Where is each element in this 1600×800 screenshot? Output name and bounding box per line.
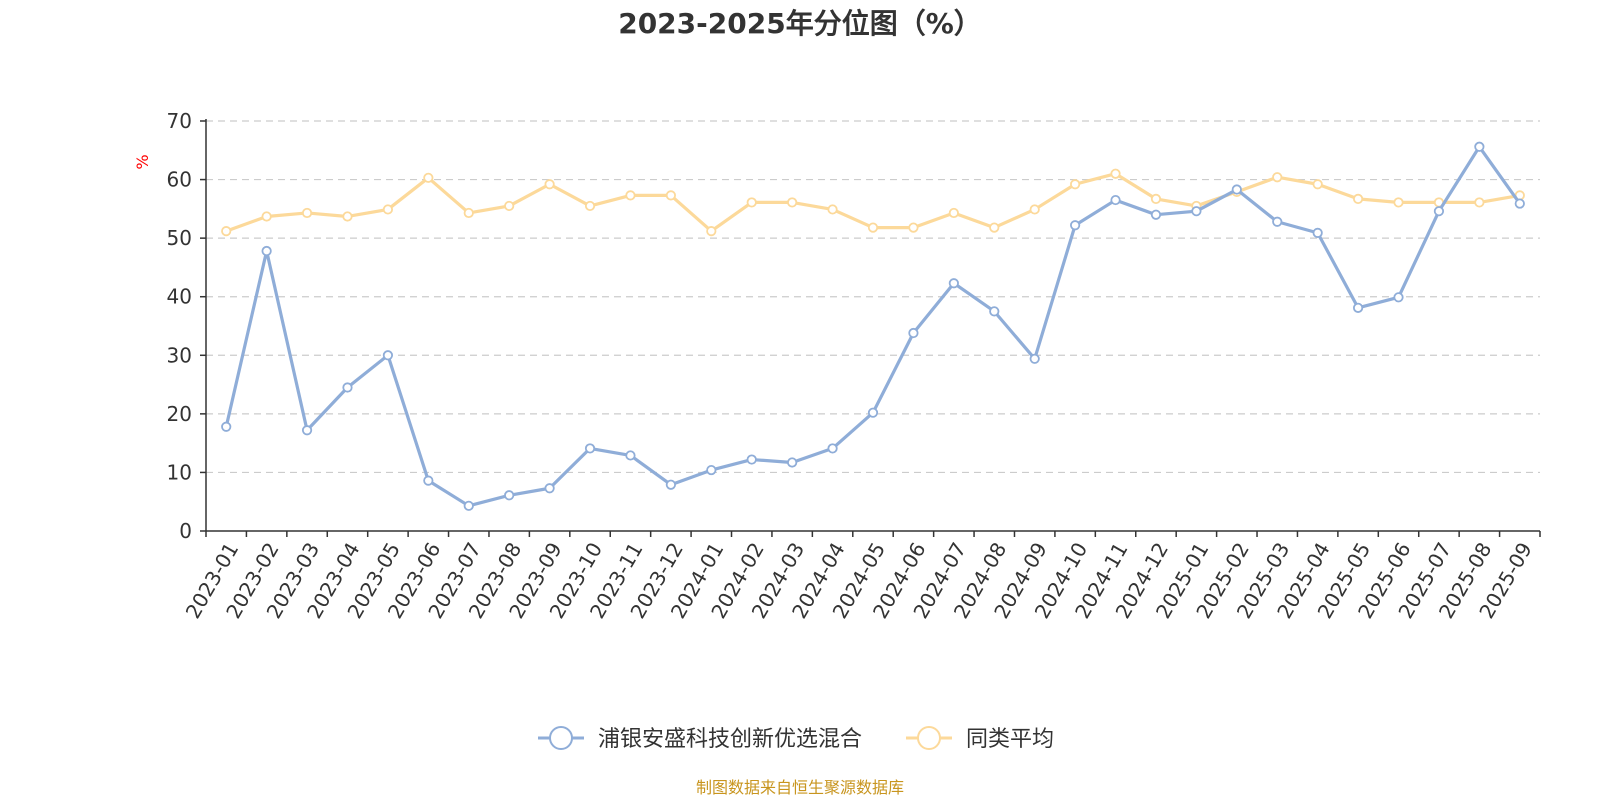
data-point[interactable] <box>1514 198 1525 209</box>
data-point[interactable] <box>1150 193 1162 204</box>
y-tick-labels: 0 10 20 30 40 50 60 70 <box>167 109 206 543</box>
data-point[interactable] <box>423 475 434 486</box>
data-point[interactable] <box>1070 220 1081 231</box>
y-tick-label: 40 <box>167 285 192 309</box>
legend-marker <box>549 726 573 750</box>
chart-title: 2023-2025年分位图（%） <box>618 7 982 40</box>
data-point[interactable] <box>584 200 596 212</box>
data-point[interactable] <box>544 483 555 494</box>
data-point[interactable] <box>1231 184 1242 195</box>
data-point[interactable] <box>1029 204 1040 215</box>
data-point[interactable] <box>1272 172 1283 183</box>
data-point[interactable] <box>301 425 313 436</box>
y-axis-label: % <box>133 154 152 169</box>
data-point[interactable] <box>625 190 636 201</box>
y-tick-label: 20 <box>167 402 192 426</box>
data-point[interactable] <box>1312 179 1323 190</box>
data-point[interactable] <box>504 490 515 501</box>
axes <box>205 119 1541 537</box>
y-tick-label: 50 <box>167 226 192 250</box>
legend-label: 同类平均 <box>966 727 1054 752</box>
data-point[interactable] <box>1352 302 1364 313</box>
y-tick-label: 60 <box>167 168 192 192</box>
data-point[interactable] <box>1150 209 1162 220</box>
data-point[interactable] <box>665 479 676 490</box>
data-point[interactable] <box>1110 194 1121 206</box>
data-point[interactable] <box>504 200 515 212</box>
data-point[interactable] <box>746 454 757 465</box>
legend-item-1[interactable]: 浦银安盛科技创新优选混合 <box>538 726 862 752</box>
x-tick-labels: 2023-012023-022023-032023-042023-052023-… <box>181 538 1537 622</box>
data-point[interactable] <box>787 197 798 208</box>
y-tick-label: 70 <box>167 109 192 133</box>
data-point[interactable] <box>948 278 959 289</box>
data-point[interactable] <box>423 172 434 183</box>
data-point[interactable] <box>463 500 474 511</box>
data-point[interactable] <box>1393 197 1404 208</box>
data-point[interactable] <box>1191 206 1202 217</box>
data-point[interactable] <box>1433 206 1445 217</box>
series-1 <box>221 141 1525 511</box>
data-point[interactable] <box>382 204 394 215</box>
data-point[interactable] <box>787 457 798 468</box>
data-point[interactable] <box>867 222 879 233</box>
data-point[interactable] <box>1070 179 1081 190</box>
series-layer <box>221 141 1525 511</box>
data-point[interactable] <box>989 222 1000 233</box>
data-point[interactable] <box>342 211 353 222</box>
y-tick-label: 0 <box>179 519 192 543</box>
data-point[interactable] <box>948 207 959 219</box>
data-point[interactable] <box>1029 353 1040 364</box>
data-point[interactable] <box>746 197 757 208</box>
data-point[interactable] <box>1272 216 1283 227</box>
data-point[interactable] <box>908 222 919 233</box>
data-point[interactable] <box>261 211 272 222</box>
data-point[interactable] <box>827 443 838 454</box>
data-point[interactable] <box>342 382 353 393</box>
y-tick-label: 10 <box>167 460 192 484</box>
data-point[interactable] <box>382 350 394 361</box>
data-point[interactable] <box>221 226 232 237</box>
data-point[interactable] <box>463 207 474 219</box>
data-point[interactable] <box>1393 292 1404 303</box>
data-point[interactable] <box>544 179 555 190</box>
data-point[interactable] <box>1110 168 1121 179</box>
data-point[interactable] <box>706 464 717 476</box>
legend-marker <box>917 726 941 750</box>
data-point[interactable] <box>261 245 272 257</box>
series-line <box>224 145 1522 508</box>
legend[interactable]: 浦银安盛科技创新优选混合 同类平均 <box>538 726 1054 752</box>
data-point[interactable] <box>625 450 636 461</box>
y-tick-label: 30 <box>167 343 192 367</box>
data-point[interactable] <box>584 443 596 454</box>
data-point[interactable] <box>827 204 838 215</box>
legend-label: 浦银安盛科技创新优选混合 <box>598 727 862 752</box>
data-point[interactable] <box>908 327 919 339</box>
data-point[interactable] <box>706 226 717 237</box>
data-point[interactable] <box>1474 197 1485 208</box>
data-point[interactable] <box>665 190 676 201</box>
series-line <box>224 172 1522 233</box>
data-point[interactable] <box>221 421 232 432</box>
data-point[interactable] <box>867 407 879 418</box>
grid-lines <box>206 120 1540 474</box>
source-note: 制图数据来自恒生聚源数据库 <box>696 778 904 797</box>
legend-item-2[interactable]: 同类平均 <box>906 726 1054 752</box>
data-point[interactable] <box>301 207 313 219</box>
data-point[interactable] <box>1474 141 1485 152</box>
data-point[interactable] <box>1352 193 1364 204</box>
data-point[interactable] <box>989 306 1000 317</box>
data-point[interactable] <box>1312 227 1323 238</box>
